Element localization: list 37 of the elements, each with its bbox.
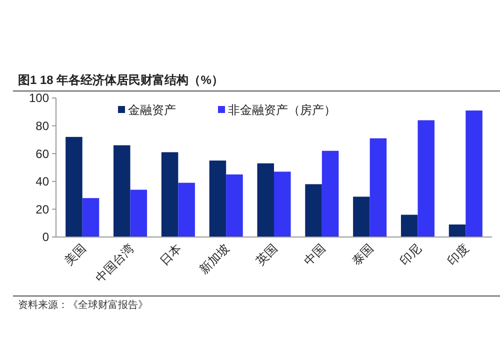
y-tick-label: 20 [36,202,50,216]
bar [466,110,482,237]
bar [274,172,291,237]
y-tick-label: 40 [36,174,50,189]
x-tick-label: 日本 [157,241,184,268]
bar [178,182,195,237]
bar [448,224,466,237]
x-tick-label: 中国 [301,241,328,268]
text: 资料来源：《全球财富报告》 [18,299,148,311]
bar [400,214,418,237]
bar [82,198,100,237]
y-tick-label: 60 [36,146,50,161]
x-tick-label: 美国 [62,241,88,268]
bar [161,152,178,237]
x-tick-label: 新加坡 [196,241,232,277]
chart-title: 图1 18 年各经济体居民财富结构（%） [18,73,224,87]
y-tick-label: 80 [36,119,50,133]
bar [66,136,82,237]
bar [305,184,322,237]
bar [353,196,370,237]
y-tick-label: 0 [42,230,50,244]
bar [226,174,243,237]
bar [130,190,148,237]
legend-label: 非金融资产（房产） [228,103,336,118]
bar [209,160,226,237]
bar [113,145,130,237]
x-tick-label: 中国台湾 [92,241,136,286]
x-tick-label: 印尼 [396,241,424,268]
x-tick-label: 英国 [253,241,280,268]
legend-label: 金融资产 [128,103,176,118]
bar [370,138,387,237]
x-tick-label: 印度 [444,241,472,268]
bar [322,150,339,237]
bar [257,163,274,237]
x-tick-label: 泰国 [349,241,376,268]
y-tick-label: 100 [28,91,50,106]
bar [418,120,435,237]
